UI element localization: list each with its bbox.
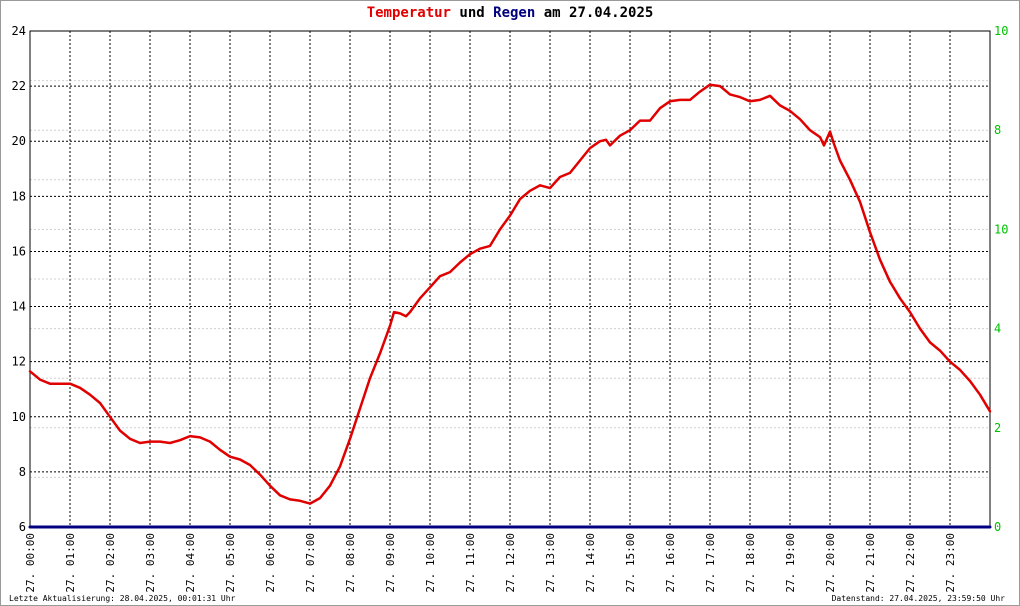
y-left-tick-label: 22 <box>12 79 26 93</box>
y-left-tick-label: 12 <box>12 355 26 369</box>
x-tick-label: 27. 21:00 <box>864 533 877 593</box>
last-update-text: Letzte Aktualisierung: 28.04.2025, 00:01… <box>9 594 236 603</box>
x-tick-label: 27. 04:00 <box>184 533 197 593</box>
x-tick-label: 27. 05:00 <box>224 533 237 593</box>
x-tick-label: 27. 16:00 <box>664 533 677 593</box>
y-right-tick-label: 0 <box>994 520 1001 534</box>
x-tick-label: 27. 07:00 <box>304 533 317 593</box>
grid <box>30 30 990 528</box>
series-line-temperatur <box>28 83 992 505</box>
x-tick-label: 27. 09:00 <box>384 533 397 593</box>
y-right-tick-label: 10 <box>994 222 1008 236</box>
x-tick-label: 27. 22:00 <box>904 533 917 593</box>
x-tick-label: 27. 08:00 <box>344 533 357 593</box>
x-tick-label: 27. 10:00 <box>424 533 437 593</box>
x-tick-label: 27. 03:00 <box>144 533 157 593</box>
axes: 681012141618202224024108102027. 00:0027.… <box>12 24 1009 593</box>
y-left-tick-label: 10 <box>12 410 26 424</box>
x-tick-label: 27. 20:00 <box>824 533 837 593</box>
x-tick-label: 27. 14:00 <box>584 533 597 593</box>
data-status-text: Datenstand: 27.04.2025, 23:59:50 Uhr <box>831 594 1005 603</box>
x-tick-label: 27. 02:00 <box>104 533 117 593</box>
y-left-tick-label: 14 <box>12 300 26 314</box>
x-tick-label: 27. 19:00 <box>784 533 797 593</box>
x-tick-label: 27. 00:00 <box>24 533 37 593</box>
title-date: am 27.04.2025 <box>535 5 654 21</box>
x-tick-label: 27. 06:00 <box>264 533 277 593</box>
x-tick-label: 27. 17:00 <box>704 533 717 593</box>
title-rain: Regen <box>493 5 536 21</box>
x-tick-label: 27. 23:00 <box>944 533 957 593</box>
y-left-tick-label: 18 <box>12 189 26 203</box>
x-tick-label: 27. 13:00 <box>544 533 557 593</box>
y-left-tick-label: 6 <box>19 520 26 534</box>
title-and: und <box>450 5 494 21</box>
x-tick-label: 27. 15:00 <box>624 533 637 593</box>
y-left-tick-label: 24 <box>12 24 26 38</box>
title-temperature: Temperatur <box>366 5 451 21</box>
series <box>28 83 992 529</box>
y-left-tick-label: 20 <box>12 134 26 148</box>
x-tick-label: 27. 18:00 <box>744 533 757 593</box>
y-left-tick-label: 8 <box>19 465 26 479</box>
y-right-tick-label: 4 <box>994 322 1001 336</box>
y-right-tick-label: 8 <box>994 123 1001 137</box>
x-tick-label: 27. 11:00 <box>464 533 477 593</box>
x-tick-label: 27. 01:00 <box>64 533 77 593</box>
y-right-tick-label: 2 <box>994 421 1001 435</box>
y-left-tick-label: 16 <box>12 244 26 258</box>
chart-title: Temperatur und Regen am 27.04.2025 <box>1 5 1019 21</box>
y-right-tick-label: 10 <box>994 24 1008 38</box>
x-tick-label: 27. 12:00 <box>504 533 517 593</box>
